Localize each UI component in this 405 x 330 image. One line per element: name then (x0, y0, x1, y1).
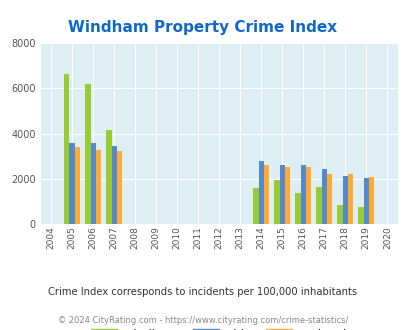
Bar (300, 165, 305, 224)
Bar (279, 165, 284, 224)
Text: Windham Property Crime Index: Windham Property Crime Index (68, 20, 337, 35)
Bar (69, 143, 75, 224)
Bar (90, 143, 96, 224)
Bar (295, 193, 300, 224)
Bar (111, 146, 117, 224)
Bar (305, 167, 310, 224)
Bar (253, 188, 258, 224)
Text: © 2024 CityRating.com - https://www.cityrating.com/crime-statistics/: © 2024 CityRating.com - https://www.city… (58, 315, 347, 325)
Bar (358, 207, 363, 224)
Bar (342, 176, 347, 224)
Bar (96, 149, 101, 224)
Bar (368, 177, 373, 224)
Bar (85, 84, 90, 224)
Bar (75, 147, 80, 224)
Bar (337, 205, 342, 224)
Legend: Windham, Ohio, National: Windham, Ohio, National (86, 325, 352, 330)
Bar (284, 167, 290, 224)
Bar (326, 175, 331, 224)
Bar (321, 169, 326, 224)
Bar (315, 187, 321, 224)
Bar (117, 151, 122, 224)
Bar (363, 178, 368, 224)
Bar (258, 161, 263, 224)
Bar (347, 175, 352, 224)
Bar (106, 130, 111, 224)
Bar (64, 74, 69, 224)
Bar (274, 180, 279, 224)
Bar (263, 165, 269, 224)
Text: Crime Index corresponds to incidents per 100,000 inhabitants: Crime Index corresponds to incidents per… (48, 287, 357, 297)
